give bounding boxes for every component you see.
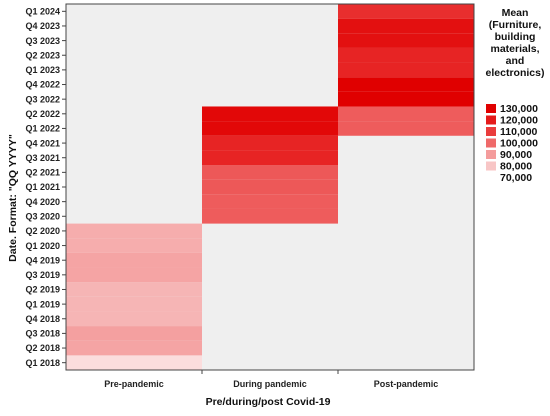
- legend-label: 120,000: [500, 115, 538, 127]
- heatmap-cell: [202, 121, 338, 136]
- heatmap-cell: [338, 91, 474, 107]
- plot-area: [65, 3, 475, 374]
- y-tick-label: Q1 2023: [25, 65, 60, 75]
- heatmap-cell: [66, 311, 202, 327]
- heatmap-cell: [338, 77, 474, 92]
- y-tick-label: Q4 2019: [25, 255, 60, 265]
- x-axis-ticks: Pre-pandemic During pandemic Post-pandemic: [104, 379, 438, 389]
- legend-swatch: [486, 104, 496, 113]
- legend-swatch: [486, 173, 496, 182]
- y-tick-label: Q1 2020: [25, 241, 60, 251]
- y-tick-label: Q3 2022: [25, 94, 60, 104]
- legend-title-line: Mean: [502, 7, 529, 19]
- y-tick-label: Q2 2022: [25, 109, 60, 119]
- legend-title-line: (Furniture,: [489, 19, 542, 31]
- y-tick-label: Q4 2022: [25, 80, 60, 90]
- y-tick-label: Q1 2024: [25, 7, 60, 17]
- y-tick-label: Q2 2023: [25, 50, 60, 60]
- x-tick-label: Post-pandemic: [374, 379, 439, 389]
- legend-swatch: [486, 127, 496, 136]
- y-tick-label: Q2 2020: [25, 226, 60, 236]
- y-tick-label: Q3 2023: [25, 36, 60, 46]
- legend-title-line: materials,: [490, 43, 539, 55]
- y-tick-label: Q4 2021: [25, 138, 60, 148]
- heatmap-cell: [338, 33, 474, 48]
- heatmap-cell: [202, 150, 338, 166]
- heatmap-cell: [66, 238, 202, 253]
- legend-label: 110,000: [500, 126, 538, 138]
- legend-swatch: [486, 115, 496, 125]
- y-tick-label: Q1 2021: [25, 182, 60, 192]
- heatmap-cell: [338, 4, 474, 19]
- y-tick-label: Q1 2022: [25, 124, 60, 134]
- heatmap-cell: [66, 296, 202, 312]
- legend-title-line: building: [495, 31, 536, 43]
- y-tick-label: Q3 2018: [25, 329, 60, 339]
- heatmap-cell: [202, 135, 338, 151]
- legend-title-line: and: [506, 55, 525, 67]
- x-tick-label: Pre-pandemic: [104, 379, 164, 389]
- heatmap-cell: [66, 267, 202, 283]
- y-tick-label: Q4 2023: [25, 21, 60, 31]
- heatmap-cell: [66, 223, 202, 239]
- heatmap-cell: [202, 106, 338, 122]
- heatmap-cell: [66, 282, 202, 297]
- legend-label: 70,000: [500, 172, 532, 184]
- y-axis-title: Date. Format: "QQ YYYY": [7, 134, 19, 262]
- heatmap-cell: [66, 340, 202, 356]
- y-tick-label: Q1 2019: [25, 299, 60, 309]
- heatmap-cell: [338, 62, 474, 78]
- heatmap-cell: [66, 252, 202, 268]
- heatmap-cell: [202, 208, 338, 224]
- heatmap-cell: [338, 121, 474, 136]
- legend-label: 80,000: [500, 161, 532, 173]
- legend-swatch: [486, 138, 496, 148]
- legend-swatch: [486, 161, 496, 171]
- y-tick-label: Q4 2020: [25, 197, 60, 207]
- y-tick-label: Q3 2021: [25, 153, 60, 163]
- y-tick-label: Q2 2019: [25, 285, 60, 295]
- legend-label: 100,000: [500, 138, 538, 150]
- legend-label: 130,000: [500, 103, 538, 115]
- y-tick-label: Q4 2018: [25, 314, 60, 324]
- heatmap-cell: [202, 165, 338, 180]
- heatmap-cell: [66, 326, 202, 341]
- heatmap-cell: [338, 18, 474, 34]
- heatmap-cell: [202, 179, 338, 195]
- y-tick-label: Q2 2021: [25, 168, 60, 178]
- legend-label: 90,000: [500, 149, 532, 161]
- x-axis-title: Pre/during/post Covid-19: [206, 396, 331, 408]
- y-axis-ticks: Q1 2018 Q2 2018 Q3 2018 Q4 2018 Q1 2019 Q2 20…: [25, 7, 66, 368]
- heatmap-cell: [66, 355, 202, 370]
- legend-swatch: [486, 150, 496, 159]
- heatmap-cell: [338, 47, 474, 63]
- legend-title-line: electronics): [486, 67, 545, 79]
- y-tick-label: Q2 2018: [25, 343, 60, 353]
- y-tick-label: Q3 2019: [25, 270, 60, 280]
- y-tick-label: Q1 2018: [25, 358, 60, 368]
- legend: Mean(Furniture,buildingmaterials,andelec…: [486, 7, 545, 184]
- heatmap-cell: [338, 106, 474, 122]
- x-tick-label: During pandemic: [233, 379, 307, 389]
- heatmap-cell: [202, 194, 338, 209]
- y-tick-label: Q3 2020: [25, 211, 60, 221]
